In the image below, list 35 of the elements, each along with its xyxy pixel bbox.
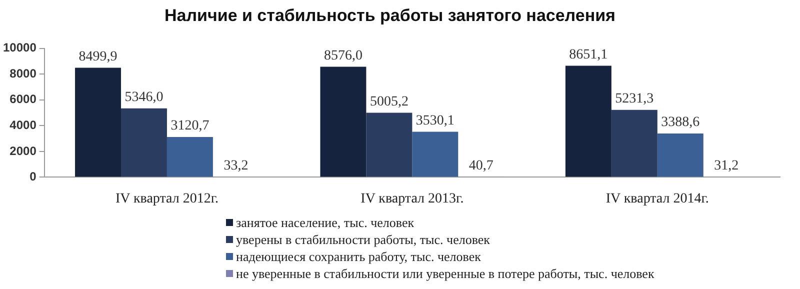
data-label: 8651,1 <box>569 47 608 62</box>
legend-label: не уверенные в стабильности или уверенные в потере работы, тыс. человек <box>236 265 654 282</box>
legend-label: надеющиеся сохранить работу, тыс. человек <box>236 248 481 265</box>
bar <box>166 137 213 177</box>
data-label: 5005,2 <box>370 94 408 110</box>
data-label: 31,2 <box>714 158 739 174</box>
bar <box>320 66 366 177</box>
data-label: 8576,0 <box>324 48 362 64</box>
data-label: 3120,7 <box>170 118 210 134</box>
x-tick-label: IV квартал 2014г. <box>606 191 709 206</box>
data-label: 8499,9 <box>78 49 118 64</box>
data-label: 5231,3 <box>615 91 654 106</box>
bar <box>412 132 458 177</box>
y-tick-label: 4000 <box>10 118 37 132</box>
y-tick-label: 6000 <box>10 92 37 106</box>
data-label: 40,7 <box>468 158 494 174</box>
bar <box>121 108 167 177</box>
data-label: 3530,1 <box>416 113 454 128</box>
data-label: 5346,0 <box>124 90 164 106</box>
y-tick-label: 0 <box>30 170 37 184</box>
bar <box>75 68 121 177</box>
data-label: 3388,6 <box>661 115 700 130</box>
bar <box>611 110 658 177</box>
y-tick-label: 2000 <box>10 144 37 158</box>
y-tick-label: 8000 <box>10 66 37 80</box>
bar <box>565 66 612 177</box>
x-tick-label: IV квартал 2013г. <box>360 191 464 206</box>
x-tick-label: IV квартал 2012г. <box>115 191 219 206</box>
data-label: 33,2 <box>224 158 248 174</box>
bar <box>657 134 704 177</box>
legend-label: занятое население, тыс. человек <box>236 214 414 231</box>
y-tick-label: 10000 <box>2 40 37 55</box>
chart-title: Наличие и стабильность работы занятого населения <box>164 6 616 25</box>
bar <box>366 112 412 177</box>
legend-label: уверены в стабильности работы, тыс. человек <box>236 231 490 248</box>
